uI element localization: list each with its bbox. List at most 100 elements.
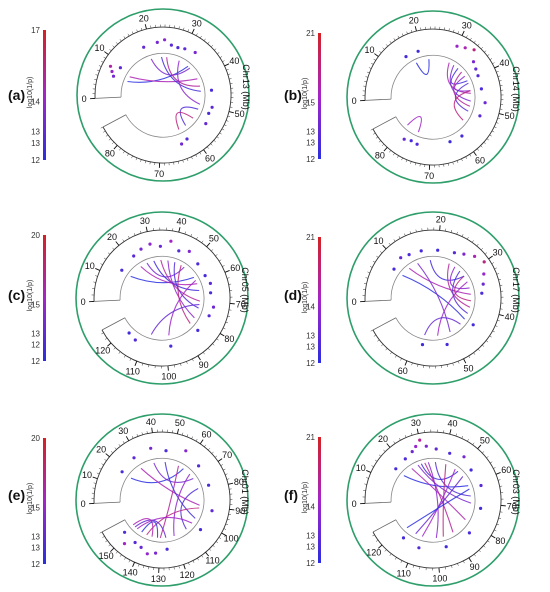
minor-tick (223, 528, 227, 530)
snp-point (198, 528, 203, 532)
minor-tick (225, 523, 229, 525)
tick-arc (364, 431, 502, 569)
minor-tick (220, 464, 223, 466)
minor-tick (374, 459, 378, 462)
snp-point (404, 55, 408, 59)
minor-tick (377, 339, 380, 342)
colorbar-tick-label: 13 (31, 139, 40, 148)
tick-arc (364, 229, 502, 367)
tick-label: 50 (505, 111, 515, 121)
tick-label: 150 (99, 551, 114, 561)
tick-label: 0 (352, 96, 357, 106)
snp-point (110, 69, 114, 74)
minor-tick (369, 266, 373, 268)
interaction-link (130, 275, 195, 284)
colorbar-tick-label: 13 (306, 531, 315, 540)
colorbar-tick-label: 14 (306, 302, 315, 311)
minor-tick (364, 483, 367, 485)
minor-tick (213, 140, 216, 143)
interaction-link (454, 275, 472, 302)
minor-tick (105, 134, 109, 137)
minor-tick (207, 41, 210, 44)
minor-tick (381, 143, 385, 146)
minor-tick (219, 132, 222, 135)
minor-tick (215, 541, 219, 544)
tick-label: 40 (229, 56, 239, 66)
tick-arc (93, 431, 231, 569)
snp-point (444, 545, 448, 549)
minor-tick (461, 158, 463, 162)
minor-tick (447, 163, 449, 166)
minor-tick (229, 78, 232, 80)
major-tick (468, 557, 472, 563)
minor-tick (476, 148, 479, 151)
major-tick (217, 458, 223, 462)
minor-tick (222, 468, 226, 471)
snp-point (127, 331, 131, 335)
interaction-link (407, 116, 422, 133)
major-tick (224, 63, 230, 67)
minor-tick (401, 33, 404, 36)
major-tick (144, 24, 147, 30)
minor-tick (119, 39, 122, 42)
interaction-link (415, 476, 464, 535)
minor-tick (219, 56, 223, 58)
circos-panel-3: 0 10 20 30 40 50 60 70 80 90 100 110 120 Chr05 (Mb) 20… (8, 211, 250, 385)
tick-label: 50 (463, 364, 473, 374)
track-boundary (102, 114, 127, 128)
interaction-link (168, 279, 197, 336)
snp-point (460, 134, 464, 138)
minor-tick (452, 162, 454, 165)
minor-tick (211, 451, 214, 454)
minor-tick (131, 436, 134, 439)
snp-point (414, 444, 418, 449)
major-tick (416, 428, 419, 434)
tick-label: 0 (82, 94, 87, 104)
tick-label: 20 (378, 434, 388, 444)
minor-tick (496, 523, 500, 526)
minor-tick (104, 459, 107, 461)
interaction-link (166, 57, 201, 87)
minor-tick (108, 138, 111, 141)
minor-tick (128, 235, 130, 239)
interaction-link (153, 462, 194, 483)
minor-tick (95, 74, 98, 76)
track-boundary (372, 317, 397, 331)
minor-tick (399, 437, 401, 441)
interaction-link (180, 488, 199, 530)
interaction-link (417, 464, 472, 504)
circos-panel-2: 0 10 20 30 40 50 60 70 80 Chr14 (Mb) 21 15 13 13 12 log… (284, 10, 521, 184)
tick-label: 100 (224, 533, 239, 543)
chromosome-ring (346, 10, 520, 184)
minor-tick (218, 259, 222, 262)
minor-tick (212, 343, 215, 346)
minor-tick (214, 48, 217, 51)
major-tick (115, 241, 120, 246)
tick-label: 140 (123, 567, 138, 577)
interaction-link (159, 465, 180, 539)
major-tick (95, 267, 101, 271)
snp-point (176, 46, 180, 50)
colorbar (43, 30, 46, 160)
minor-tick (465, 35, 468, 38)
tick-label: 50 (209, 233, 219, 243)
snp-point (180, 142, 184, 146)
minor-tick (456, 231, 458, 235)
minor-tick (225, 473, 228, 475)
major-tick (382, 244, 387, 250)
tick-label: 0 (81, 499, 86, 509)
minor-tick (144, 160, 147, 164)
minor-tick (136, 434, 139, 437)
tick-label: 10 (356, 463, 366, 473)
snp-point (169, 43, 173, 47)
minor-tick (124, 557, 126, 560)
inner-track-arc (390, 54, 476, 140)
minor-tick (104, 337, 108, 340)
tick-label: 40 (447, 418, 457, 428)
tick-label: 30 (493, 248, 503, 258)
snp-point (207, 111, 211, 115)
snp-point (420, 343, 425, 347)
minor-tick (206, 146, 209, 149)
interaction-link (417, 262, 451, 333)
minor-tick (467, 236, 469, 240)
